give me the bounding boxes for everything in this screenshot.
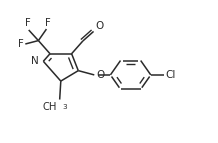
Text: 3: 3 (62, 104, 66, 110)
Text: F: F (45, 18, 50, 28)
Text: CH: CH (43, 102, 57, 112)
Text: O: O (97, 70, 105, 80)
Text: N: N (31, 56, 38, 66)
Text: F: F (25, 18, 31, 28)
Text: O: O (96, 21, 104, 30)
Text: Cl: Cl (165, 69, 175, 80)
Text: F: F (18, 39, 24, 49)
